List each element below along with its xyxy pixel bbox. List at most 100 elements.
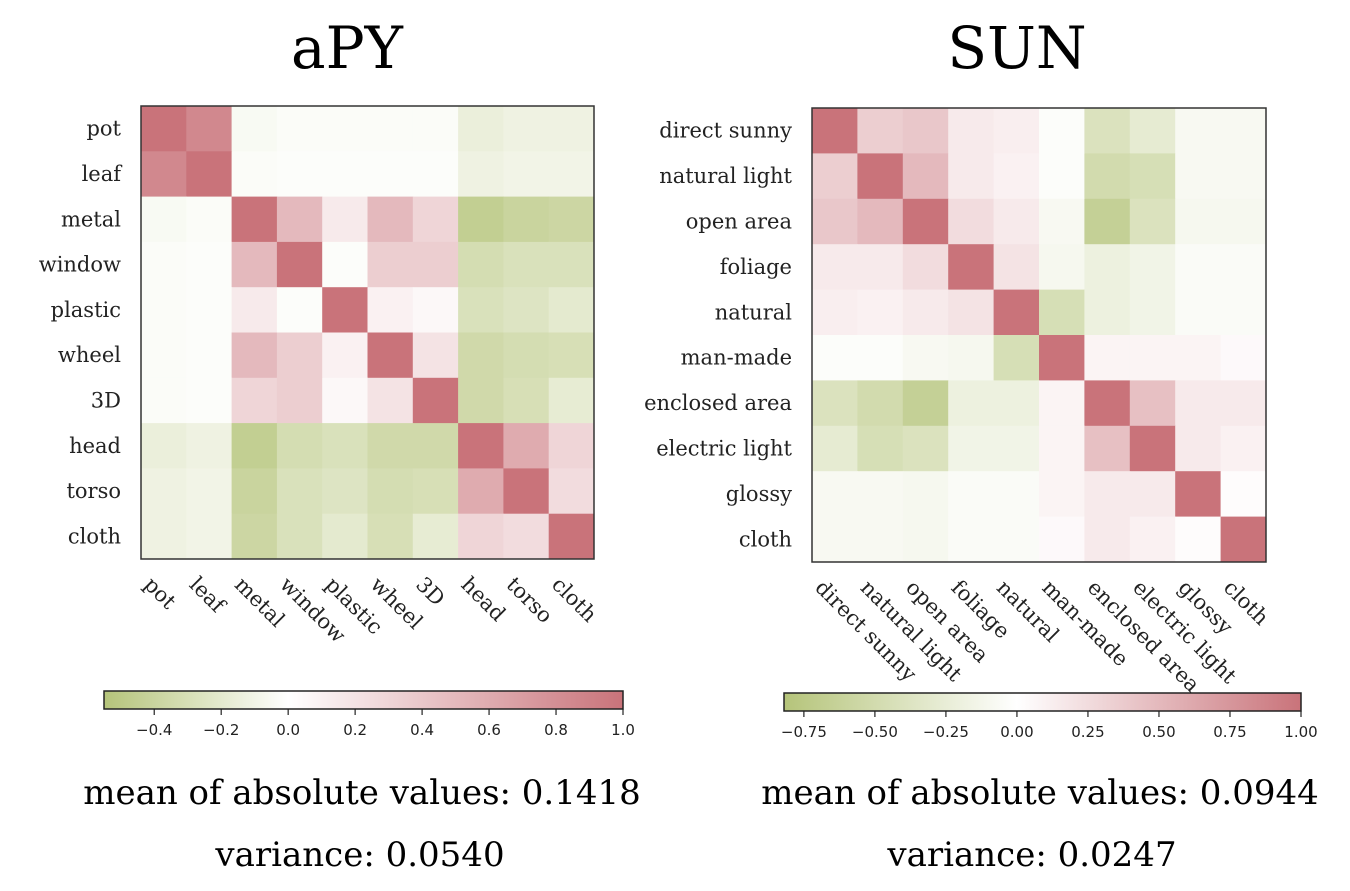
heatmap-cell — [1220, 335, 1267, 381]
heatmap-cell — [548, 377, 595, 424]
heatmap-cell — [948, 108, 995, 154]
heatmap-cell — [857, 471, 904, 518]
heatmap-cell — [1039, 108, 1085, 154]
heatmap-cell — [1220, 516, 1267, 563]
heatmap-cell — [367, 241, 414, 288]
heatmap-cell — [902, 335, 949, 381]
heatmap-cell — [1039, 471, 1085, 518]
heatmap-cell — [503, 196, 550, 243]
y-tick-label: leaf — [82, 162, 124, 186]
heatmap-cell — [1039, 516, 1085, 563]
heatmap-cell — [141, 423, 187, 469]
heatmap-cell — [857, 425, 904, 472]
heatmap-cell — [948, 244, 995, 291]
y-tick-label: open area — [686, 210, 792, 234]
heatmap-cell — [902, 153, 949, 200]
heatmap-cell — [231, 423, 278, 469]
heatmap-cell — [503, 468, 550, 515]
heatmap-cell — [1084, 335, 1131, 381]
heatmap-cell — [1220, 471, 1267, 518]
x-tick-label: torso — [502, 572, 558, 628]
heatmap-cell — [367, 423, 414, 469]
y-tick-label: torso — [66, 479, 121, 503]
colorbar-tick-label: 0.0 — [276, 721, 300, 739]
heatmap-cell — [1175, 289, 1222, 336]
heatmap-cell — [902, 425, 949, 472]
y-tick-label: pot — [86, 117, 121, 141]
heatmap-cell — [276, 468, 323, 515]
colorbar-tick-label: −0.2 — [203, 721, 239, 739]
heatmap-cell — [548, 423, 595, 469]
y-tick-label: head — [69, 434, 121, 458]
heatmap-cell — [276, 106, 323, 152]
heatmap-cell — [322, 423, 368, 469]
heatmap-cell — [993, 516, 1040, 563]
heatmap-cell — [412, 151, 459, 198]
heatmap-cell — [1129, 516, 1176, 563]
heatmap-cell — [1084, 108, 1131, 154]
heatmap-cell — [993, 244, 1040, 291]
heatmap-cell — [458, 106, 504, 152]
heatmap-cell — [367, 151, 414, 198]
heatmap-cell — [812, 425, 858, 472]
heatmap-cell — [1039, 380, 1085, 427]
heatmap-cell — [857, 244, 904, 291]
heatmap-cell — [503, 287, 550, 333]
x-tick-label: pot — [139, 572, 181, 614]
heatmap-cell — [812, 516, 858, 563]
y-tick-label: enclosed area — [644, 391, 792, 415]
heatmap-cell — [458, 513, 504, 560]
heatmap-cell — [1039, 289, 1085, 336]
heatmap-cell — [1129, 380, 1176, 427]
heatmap-cell — [1220, 108, 1267, 154]
heatmap-cell — [141, 287, 187, 333]
heatmap-cell — [186, 423, 233, 469]
heatmap-cell — [1175, 516, 1222, 563]
y-tick-label: natural light — [659, 164, 792, 188]
heatmap-cell — [548, 287, 595, 333]
heatmap-cell — [812, 108, 858, 154]
x-tick-label: 3D — [411, 572, 449, 610]
heatmap-cell — [948, 471, 995, 518]
heatmap-cell — [902, 380, 949, 427]
heatmap-cell — [1084, 289, 1131, 336]
colorbar-tick-label: 1.00 — [1284, 723, 1317, 741]
heatmap-cell — [322, 287, 368, 333]
y-tick-label: cloth — [68, 524, 121, 548]
heatmap-cell — [1175, 244, 1222, 291]
heatmap-cell — [1039, 425, 1085, 472]
heatmap-cell — [231, 377, 278, 424]
heatmap-cell — [503, 241, 550, 288]
heatmap-cell — [548, 196, 595, 243]
heatmap-cell — [1220, 244, 1267, 291]
heatmap-cell — [548, 513, 595, 560]
heatmap-cell — [812, 198, 858, 245]
heatmap-cell — [812, 471, 858, 518]
heatmap-cell — [812, 153, 858, 200]
heatmap-cell — [902, 244, 949, 291]
heatmap-cell — [367, 377, 414, 424]
colorbar-tick-label: −0.25 — [923, 723, 969, 741]
heatmap-cell — [503, 513, 550, 560]
colorbar-tick-label: 0.50 — [1142, 723, 1175, 741]
heatmap-cell — [857, 335, 904, 381]
x-tick-label: metal — [230, 572, 290, 632]
colorbar-tick-label: 0.6 — [477, 721, 501, 739]
heatmap-cell — [993, 380, 1040, 427]
heatmap-cell — [1175, 108, 1222, 154]
heatmap-cell — [367, 287, 414, 333]
y-tick-label: foliage — [720, 255, 792, 279]
heatmap-cell — [276, 241, 323, 288]
heatmap-cell — [412, 196, 459, 243]
heatmap-cell — [857, 198, 904, 245]
colorbar-tick-label: 0.00 — [1000, 723, 1033, 741]
heatmap-cell — [1084, 198, 1131, 245]
heatmap-cell — [186, 332, 233, 379]
heatmap-cell — [1175, 380, 1222, 427]
heatmap-cell — [367, 332, 414, 379]
heatmap-cell — [1129, 471, 1176, 518]
sun-heatmap: direct sunny natural light open area foliag… — [644, 107, 1274, 697]
heatmap-cell — [503, 332, 550, 379]
heatmap-cell — [1129, 289, 1176, 336]
heatmap-cell — [322, 106, 368, 152]
